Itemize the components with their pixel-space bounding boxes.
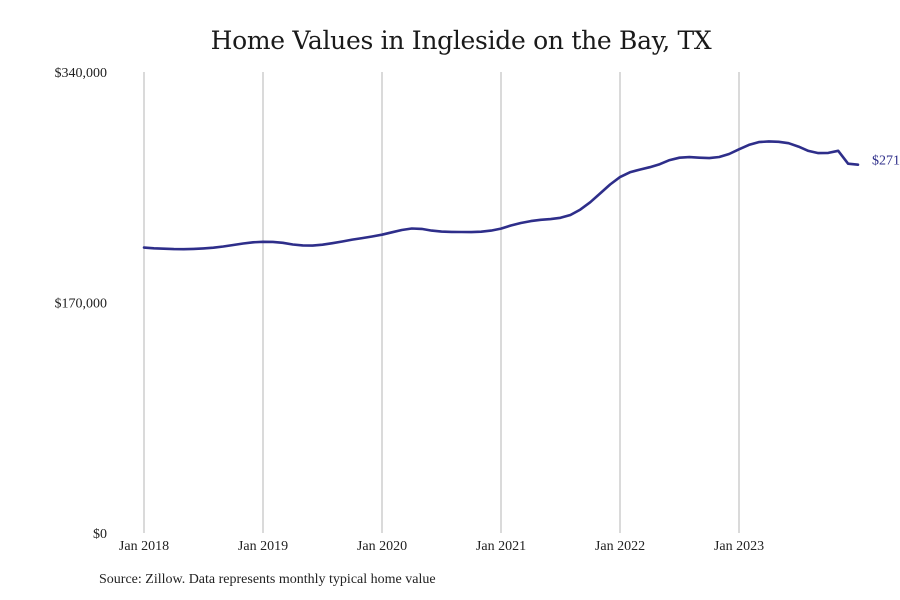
chart-title: Home Values in Ingleside on the Bay, TX (210, 26, 712, 55)
home-value-line (142, 140, 860, 251)
source-note: Source: Zillow. Data represents monthly … (99, 572, 436, 587)
x-tick-label: Jan 2022 (595, 539, 645, 554)
x-axis-ticks: Jan 2018 Jan 2019 Jan 2020 Jan 2021 Jan 2022… (119, 539, 764, 554)
last-value-label: $271,610 (872, 154, 900, 169)
x-tick-label: Jan 2019 (238, 539, 288, 554)
x-tick-label: Jan 2020 (357, 539, 407, 554)
y-tick-label: $340,000 (55, 66, 108, 81)
x-tick-label: Jan 2018 (119, 539, 169, 554)
y-axis-ticks: $340,000 $170,000 $0 (55, 66, 108, 542)
x-tick-label: Jan 2023 (714, 539, 764, 554)
y-tick-label: $0 (93, 527, 107, 542)
x-tick-label: Jan 2021 (476, 539, 526, 554)
y-tick-label: $170,000 (55, 297, 108, 312)
x-gridlines (143, 72, 740, 533)
